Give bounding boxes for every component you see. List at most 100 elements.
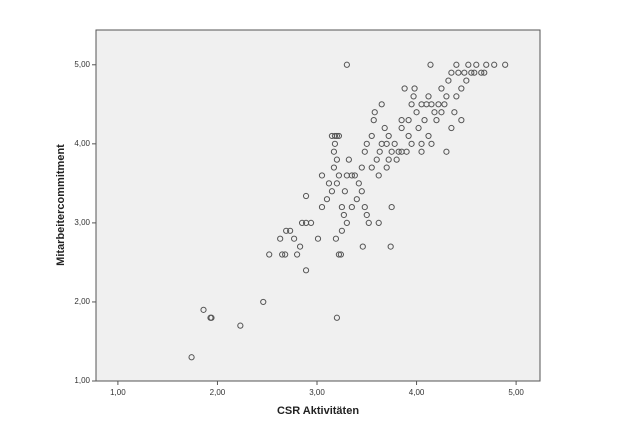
point [307,219,315,226]
point [359,243,366,250]
point [371,109,378,116]
point [373,156,380,163]
point [405,117,412,124]
point [363,140,370,147]
point [461,69,468,76]
point [408,101,415,108]
point [483,61,490,68]
point [387,243,394,250]
point [188,354,195,361]
point [343,219,350,226]
point [266,251,273,258]
y-tick-label: 3,00 [74,218,90,227]
point [491,61,498,68]
point [361,148,368,155]
point [381,124,388,132]
point [282,251,289,258]
point [378,101,385,108]
point [358,188,365,195]
point [335,251,343,258]
point [332,235,340,242]
point [370,117,377,124]
plot-area [95,29,541,382]
x-tick-label: 4,00 [409,388,425,397]
point [413,109,420,116]
point [398,117,405,124]
point [388,148,395,155]
point [318,172,326,179]
point [453,61,460,68]
point [333,156,341,163]
point [330,148,338,155]
point [375,219,382,226]
point [401,85,408,92]
point [398,148,405,155]
point [385,156,392,163]
point [333,180,341,187]
point [405,132,412,140]
point [208,314,215,321]
point [428,140,435,147]
point [443,148,450,155]
point [200,306,207,313]
x-tick-label: 2,00 [210,388,226,397]
point [502,61,509,68]
point [441,101,448,108]
point [458,117,465,124]
point [355,180,362,187]
point [331,140,339,147]
point [287,227,294,234]
point [302,192,310,200]
point [314,235,322,242]
point [375,172,382,179]
point [260,298,267,306]
point [330,164,338,171]
point [293,251,301,258]
point [361,203,368,211]
point [291,235,298,242]
y-tick-label: 5,00 [74,60,90,69]
point [335,132,343,140]
point [418,101,425,108]
point [395,148,402,155]
point [331,132,339,140]
point [351,172,358,179]
y-tick-label: 4,00 [74,139,90,148]
y-tick-label: 1,00 [74,376,90,385]
point [338,203,345,211]
point [365,219,372,226]
point [458,85,465,92]
point [341,188,348,195]
point [283,227,290,234]
point [368,164,375,171]
point [465,61,472,68]
point [368,132,375,140]
point [408,140,415,147]
point [415,124,422,132]
point [398,124,405,132]
point [335,172,343,179]
point [237,322,244,329]
point [393,156,400,163]
point [340,211,347,219]
point [421,117,428,124]
point [353,196,360,203]
x-tick-label: 1,00 [110,388,126,397]
point [328,188,336,195]
point [376,148,383,155]
point [471,69,478,76]
point [428,101,435,108]
point [296,243,304,250]
point [383,140,390,147]
point [443,93,450,100]
point [478,69,485,76]
point [323,196,331,203]
point [481,69,488,76]
point [358,164,365,171]
point [348,172,355,179]
x-tick-label: 5,00 [508,388,524,397]
point [348,203,355,211]
point [445,77,452,84]
